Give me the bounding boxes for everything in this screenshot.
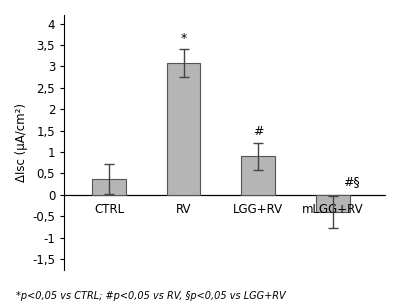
Text: mLGG+RV: mLGG+RV	[302, 203, 364, 216]
Text: #: #	[253, 125, 264, 138]
Text: LGG+RV: LGG+RV	[233, 203, 283, 216]
Bar	[316, 195, 350, 212]
Text: *p<0,05 vs CTRL; #p<0,05 vs RV, §p<0,05 vs LGG+RV: *p<0,05 vs CTRL; #p<0,05 vs RV, §p<0,05 …	[16, 291, 286, 301]
Text: RV: RV	[176, 203, 191, 216]
Bar	[241, 156, 275, 195]
Text: *: *	[180, 32, 187, 45]
Text: CTRL: CTRL	[94, 203, 124, 216]
Bar	[92, 178, 126, 195]
Y-axis label: ΔIsc (μA/cm²): ΔIsc (μA/cm²)	[15, 103, 28, 182]
Bar	[167, 63, 200, 195]
Text: #§: #§	[343, 175, 360, 188]
